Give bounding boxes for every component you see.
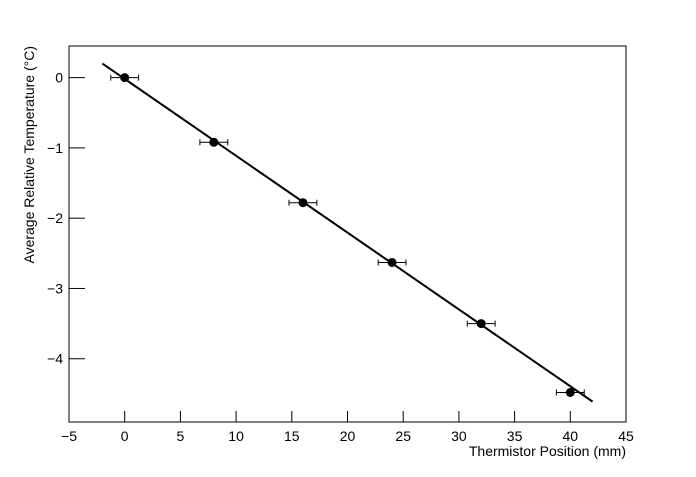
- y-tick-label: −2: [47, 210, 63, 226]
- x-tick-label: 5: [177, 428, 185, 444]
- x-tick-label: 40: [563, 428, 579, 444]
- x-axis-title: Thermistor Position (mm): [469, 443, 626, 459]
- x-tick-label: 15: [284, 428, 300, 444]
- y-axis-title: Average Relative Temperature (°C): [21, 46, 37, 264]
- fit-line: [101, 62, 594, 403]
- x-tick-label: 35: [507, 428, 523, 444]
- x-tick-label: 45: [618, 428, 634, 444]
- plot-frame: [68, 45, 627, 423]
- y-tick-label: −1: [47, 140, 63, 156]
- y-tick-label: −3: [47, 280, 63, 296]
- data-point: [120, 73, 130, 83]
- x-tick-label: −5: [61, 428, 77, 444]
- x-tick-label: 25: [395, 428, 411, 444]
- y-tick-label: −4: [47, 351, 63, 367]
- x-tick-label: 20: [340, 428, 356, 444]
- data-point: [298, 198, 308, 208]
- x-tick-label: 0: [121, 428, 129, 444]
- data-point: [565, 387, 575, 397]
- x-tick-label: 10: [228, 428, 244, 444]
- x-tick-label: 30: [451, 428, 467, 444]
- data-point: [209, 137, 219, 147]
- y-tick-label: 0: [55, 70, 63, 86]
- data-point: [476, 319, 486, 329]
- data-point: [387, 257, 397, 267]
